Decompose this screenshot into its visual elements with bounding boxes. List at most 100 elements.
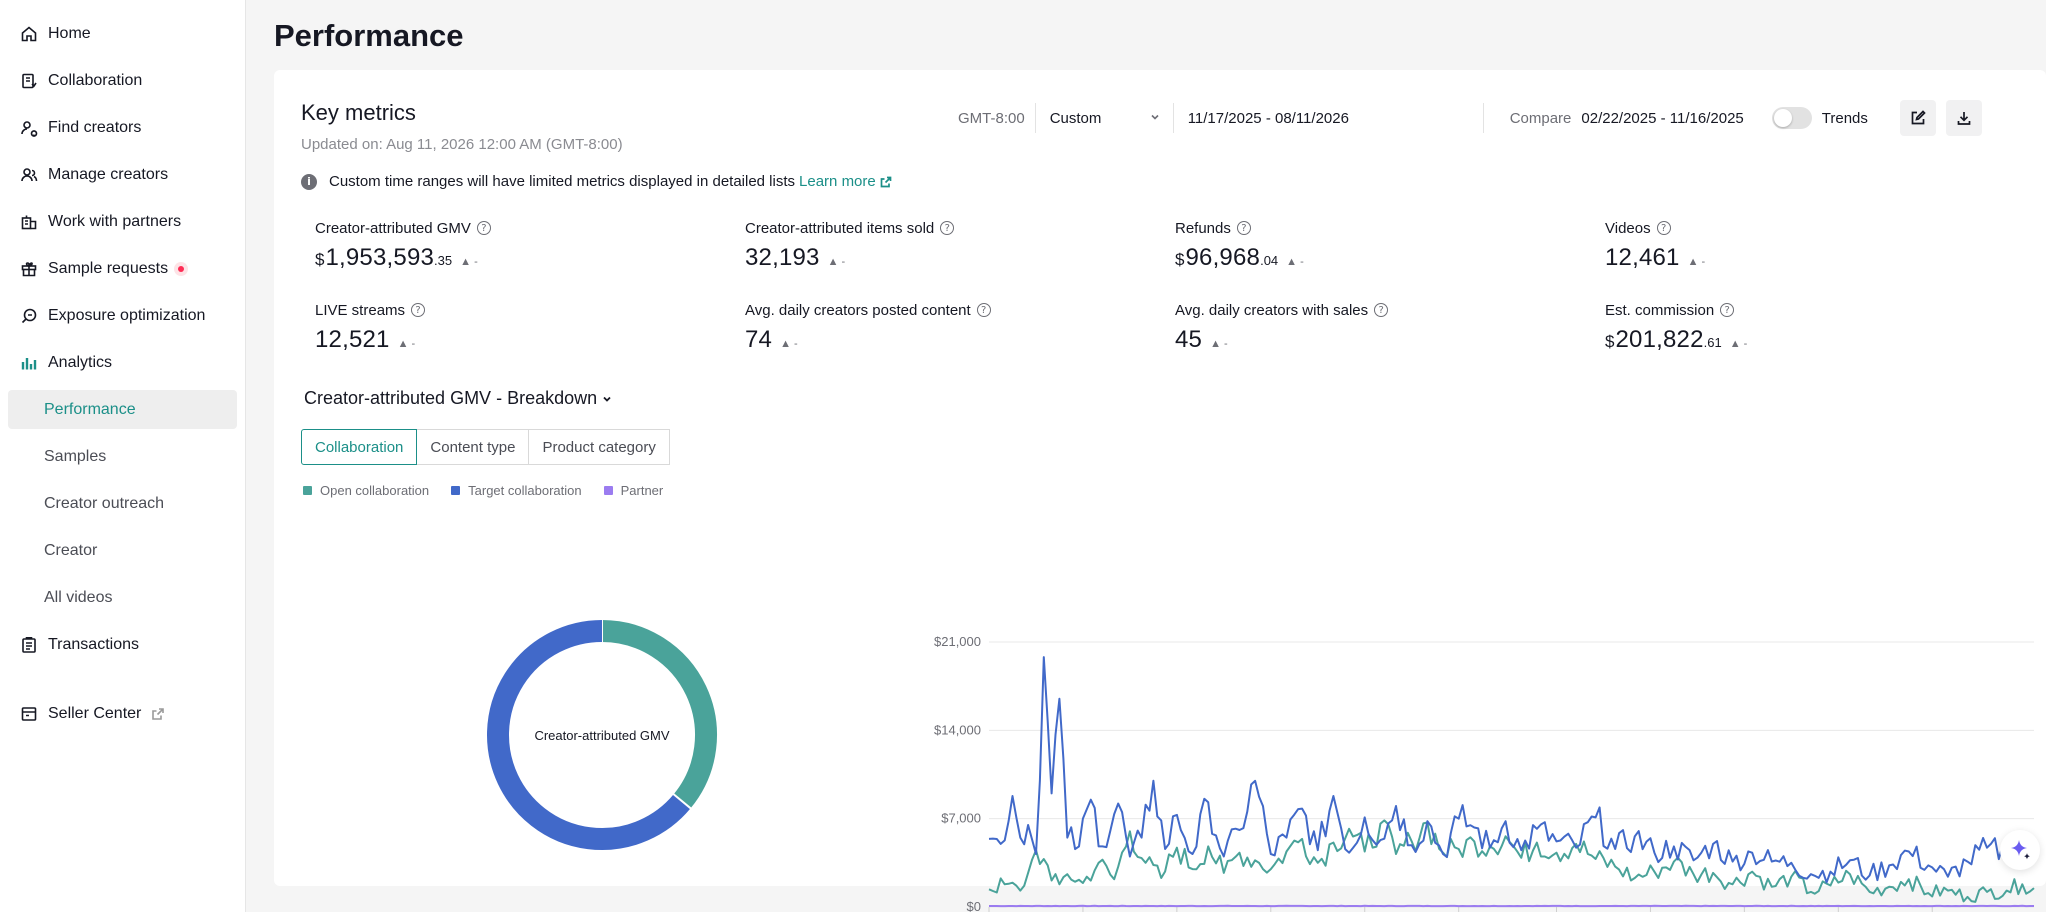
sidebar-item-find-creators[interactable]: Find creators xyxy=(0,104,245,151)
metric-value: 12,521 xyxy=(315,326,390,353)
tab-content-type[interactable]: Content type xyxy=(417,429,530,465)
metric-cents: .35 xyxy=(434,253,453,268)
sidebar-item-label: Sample requests xyxy=(48,259,169,277)
tab-collaboration[interactable]: Collaboration xyxy=(301,429,418,465)
sidebar-item-exposure-optimization[interactable]: Exposure optimization xyxy=(0,292,245,339)
metric-cents: .04 xyxy=(1260,253,1279,268)
sidebar-subitem-creator-outreach[interactable]: Creator outreach xyxy=(44,494,165,512)
sidebar-item-manage-creators[interactable]: Manage creators xyxy=(0,151,245,198)
sidebar-subitem-creator[interactable]: Creator xyxy=(44,541,98,559)
sidebar-item-label: Seller Center xyxy=(48,704,142,722)
chart-legend: Open collaboration Target collaboration … xyxy=(301,483,2046,498)
legend-swatch xyxy=(451,486,461,495)
series-line-open-collaboration[interactable] xyxy=(988,819,2035,903)
download-button[interactable] xyxy=(1945,100,1982,136)
help-icon[interactable]: ? xyxy=(476,221,491,235)
legend-item-target[interactable]: Target collaboration xyxy=(451,483,582,498)
sidebar-item-seller-center[interactable]: Seller Center xyxy=(0,690,245,737)
legend-item-partner[interactable]: Partner xyxy=(603,483,664,498)
y-tick-label: $0 xyxy=(967,899,981,912)
edit-button[interactable] xyxy=(1899,100,1936,136)
metric-avg-creators-posted[interactable]: Avg. daily creators posted content? 74 ▲ … xyxy=(745,300,1175,356)
help-icon[interactable]: ? xyxy=(940,221,955,235)
y-tick-label: $7,000 xyxy=(941,811,981,826)
chevron-down-icon xyxy=(603,396,611,402)
tab-product-category[interactable]: Product category xyxy=(529,429,670,465)
legend-label: Partner xyxy=(620,483,664,498)
donut-center-label: Creator-attributed GMV xyxy=(534,728,669,743)
legend-item-open[interactable]: Open collaboration xyxy=(303,483,429,498)
help-icon[interactable]: ? xyxy=(1720,303,1735,317)
series-line-target-collaboration[interactable] xyxy=(988,656,2035,884)
compare-range[interactable]: 02/22/2025 - 11/16/2025 xyxy=(1581,109,1744,127)
metric-delta: ▲ - xyxy=(780,338,798,350)
metric-creator-gmv[interactable]: Creator-attributed GMV? $1,953,593.35 ▲ - xyxy=(315,218,745,274)
sidebar-subitem-all-videos[interactable]: All videos xyxy=(44,588,113,606)
help-icon[interactable]: ? xyxy=(976,303,991,317)
metric-delta: ▲ - xyxy=(1729,338,1748,350)
legend-swatch xyxy=(603,486,613,495)
learn-more-link[interactable]: Learn more xyxy=(799,173,892,190)
clipboard-icon xyxy=(20,636,38,654)
ai-assistant-button[interactable] xyxy=(2000,830,2040,870)
key-metrics-header: Key metrics Updated on: Aug 11, 2026 12:… xyxy=(301,100,2046,153)
metric-label: Refunds xyxy=(1175,219,1231,237)
metric-value: 74 xyxy=(745,326,773,353)
metric-delta: ▲ - xyxy=(1687,256,1706,268)
metric-label: LIVE streams xyxy=(315,301,406,319)
key-metrics-card: Key metrics Updated on: Aug 11, 2026 12:… xyxy=(274,70,2046,912)
metric-currency: $ xyxy=(1175,250,1185,269)
donut-gap xyxy=(672,792,693,810)
sidebar-item-work-with-partners[interactable]: Work with partners xyxy=(0,198,245,245)
exposure-icon xyxy=(20,307,38,325)
external-link-icon xyxy=(151,707,165,721)
help-icon[interactable]: ? xyxy=(411,303,426,317)
metrics-grid: Creator-attributed GMV? $1,953,593.35 ▲ -… xyxy=(301,218,2046,356)
range-type-select[interactable]: Custom xyxy=(1036,103,1174,133)
sidebar-item-transactions[interactable]: Transactions xyxy=(0,621,245,668)
edit-icon xyxy=(1911,110,1926,125)
date-range-value: 11/17/2025 - 08/11/2026 xyxy=(1187,109,1349,127)
metric-delta: ▲ - xyxy=(397,338,416,350)
metric-label: Avg. daily creators with sales xyxy=(1175,301,1369,319)
metric-delta: ▲ - xyxy=(460,256,478,268)
breakdown-title: Creator-attributed GMV - Breakdown xyxy=(304,388,598,408)
sidebar-item-home[interactable]: Home xyxy=(0,10,245,57)
help-icon[interactable]: ? xyxy=(1374,303,1389,317)
sidebar-item-analytics[interactable]: Analytics xyxy=(0,339,245,386)
metric-avg-creators-sales[interactable]: Avg. daily creators with sales? 45 ▲ - xyxy=(1175,300,1605,356)
date-toolbar: GMT-8:00 Custom 11/17/2025 - 08/11/2026 … xyxy=(958,100,1982,136)
store-icon xyxy=(20,705,38,723)
main-content: Performance Key metrics Updated on: Aug … xyxy=(246,0,2046,912)
date-range-picker[interactable]: 11/17/2025 - 08/11/2026 xyxy=(1174,103,1484,133)
sidebar-subitem-performance[interactable]: Performance xyxy=(8,390,237,429)
donut-slice-0[interactable] xyxy=(601,620,717,809)
sidebar-item-label: Transactions xyxy=(48,635,139,653)
legend-swatch xyxy=(303,486,312,495)
help-icon[interactable]: ? xyxy=(1656,221,1671,235)
metric-label: Videos xyxy=(1605,219,1651,237)
help-icon[interactable]: ? xyxy=(1236,221,1251,235)
sidebar-item-collaboration[interactable]: Collaboration xyxy=(0,57,245,104)
breakdown-dropdown[interactable]: Creator-attributed GMV - Breakdown xyxy=(301,388,2046,409)
metric-label: Creator-attributed items sold xyxy=(745,219,935,237)
metric-cents: .61 xyxy=(1703,335,1722,350)
trends-toggle[interactable] xyxy=(1771,107,1812,129)
info-icon: i xyxy=(301,173,317,190)
compare-label: Compare xyxy=(1509,109,1572,127)
metric-videos[interactable]: Videos? 12,461 ▲ - xyxy=(1605,218,2035,274)
metric-value: 1,953,593 xyxy=(325,244,435,271)
metric-est-commission[interactable]: Est. commission? $201,822.61 ▲ - xyxy=(1605,300,2035,356)
metric-live-streams[interactable]: LIVE streams? 12,521 ▲ - xyxy=(315,300,745,356)
download-icon xyxy=(1957,112,1971,125)
donut-slice-1[interactable] xyxy=(487,620,691,850)
metric-refunds[interactable]: Refunds? $96,968.04 ▲ - xyxy=(1175,218,1605,274)
metric-delta: ▲ - xyxy=(1210,338,1228,350)
metric-items-sold[interactable]: Creator-attributed items sold? 32,193 ▲ - xyxy=(745,218,1175,274)
sidebar-subitem-samples[interactable]: Samples xyxy=(44,447,107,465)
sidebar-spacer xyxy=(0,668,245,690)
updated-timestamp: Updated on: Aug 11, 2026 12:00 AM (GMT-8… xyxy=(301,136,623,153)
sidebar-item-sample-requests[interactable]: Sample requests xyxy=(0,245,245,292)
breakdown-tabs: Collaboration Content type Product categ… xyxy=(301,429,2046,465)
sidebar-item-label: Home xyxy=(48,24,91,42)
